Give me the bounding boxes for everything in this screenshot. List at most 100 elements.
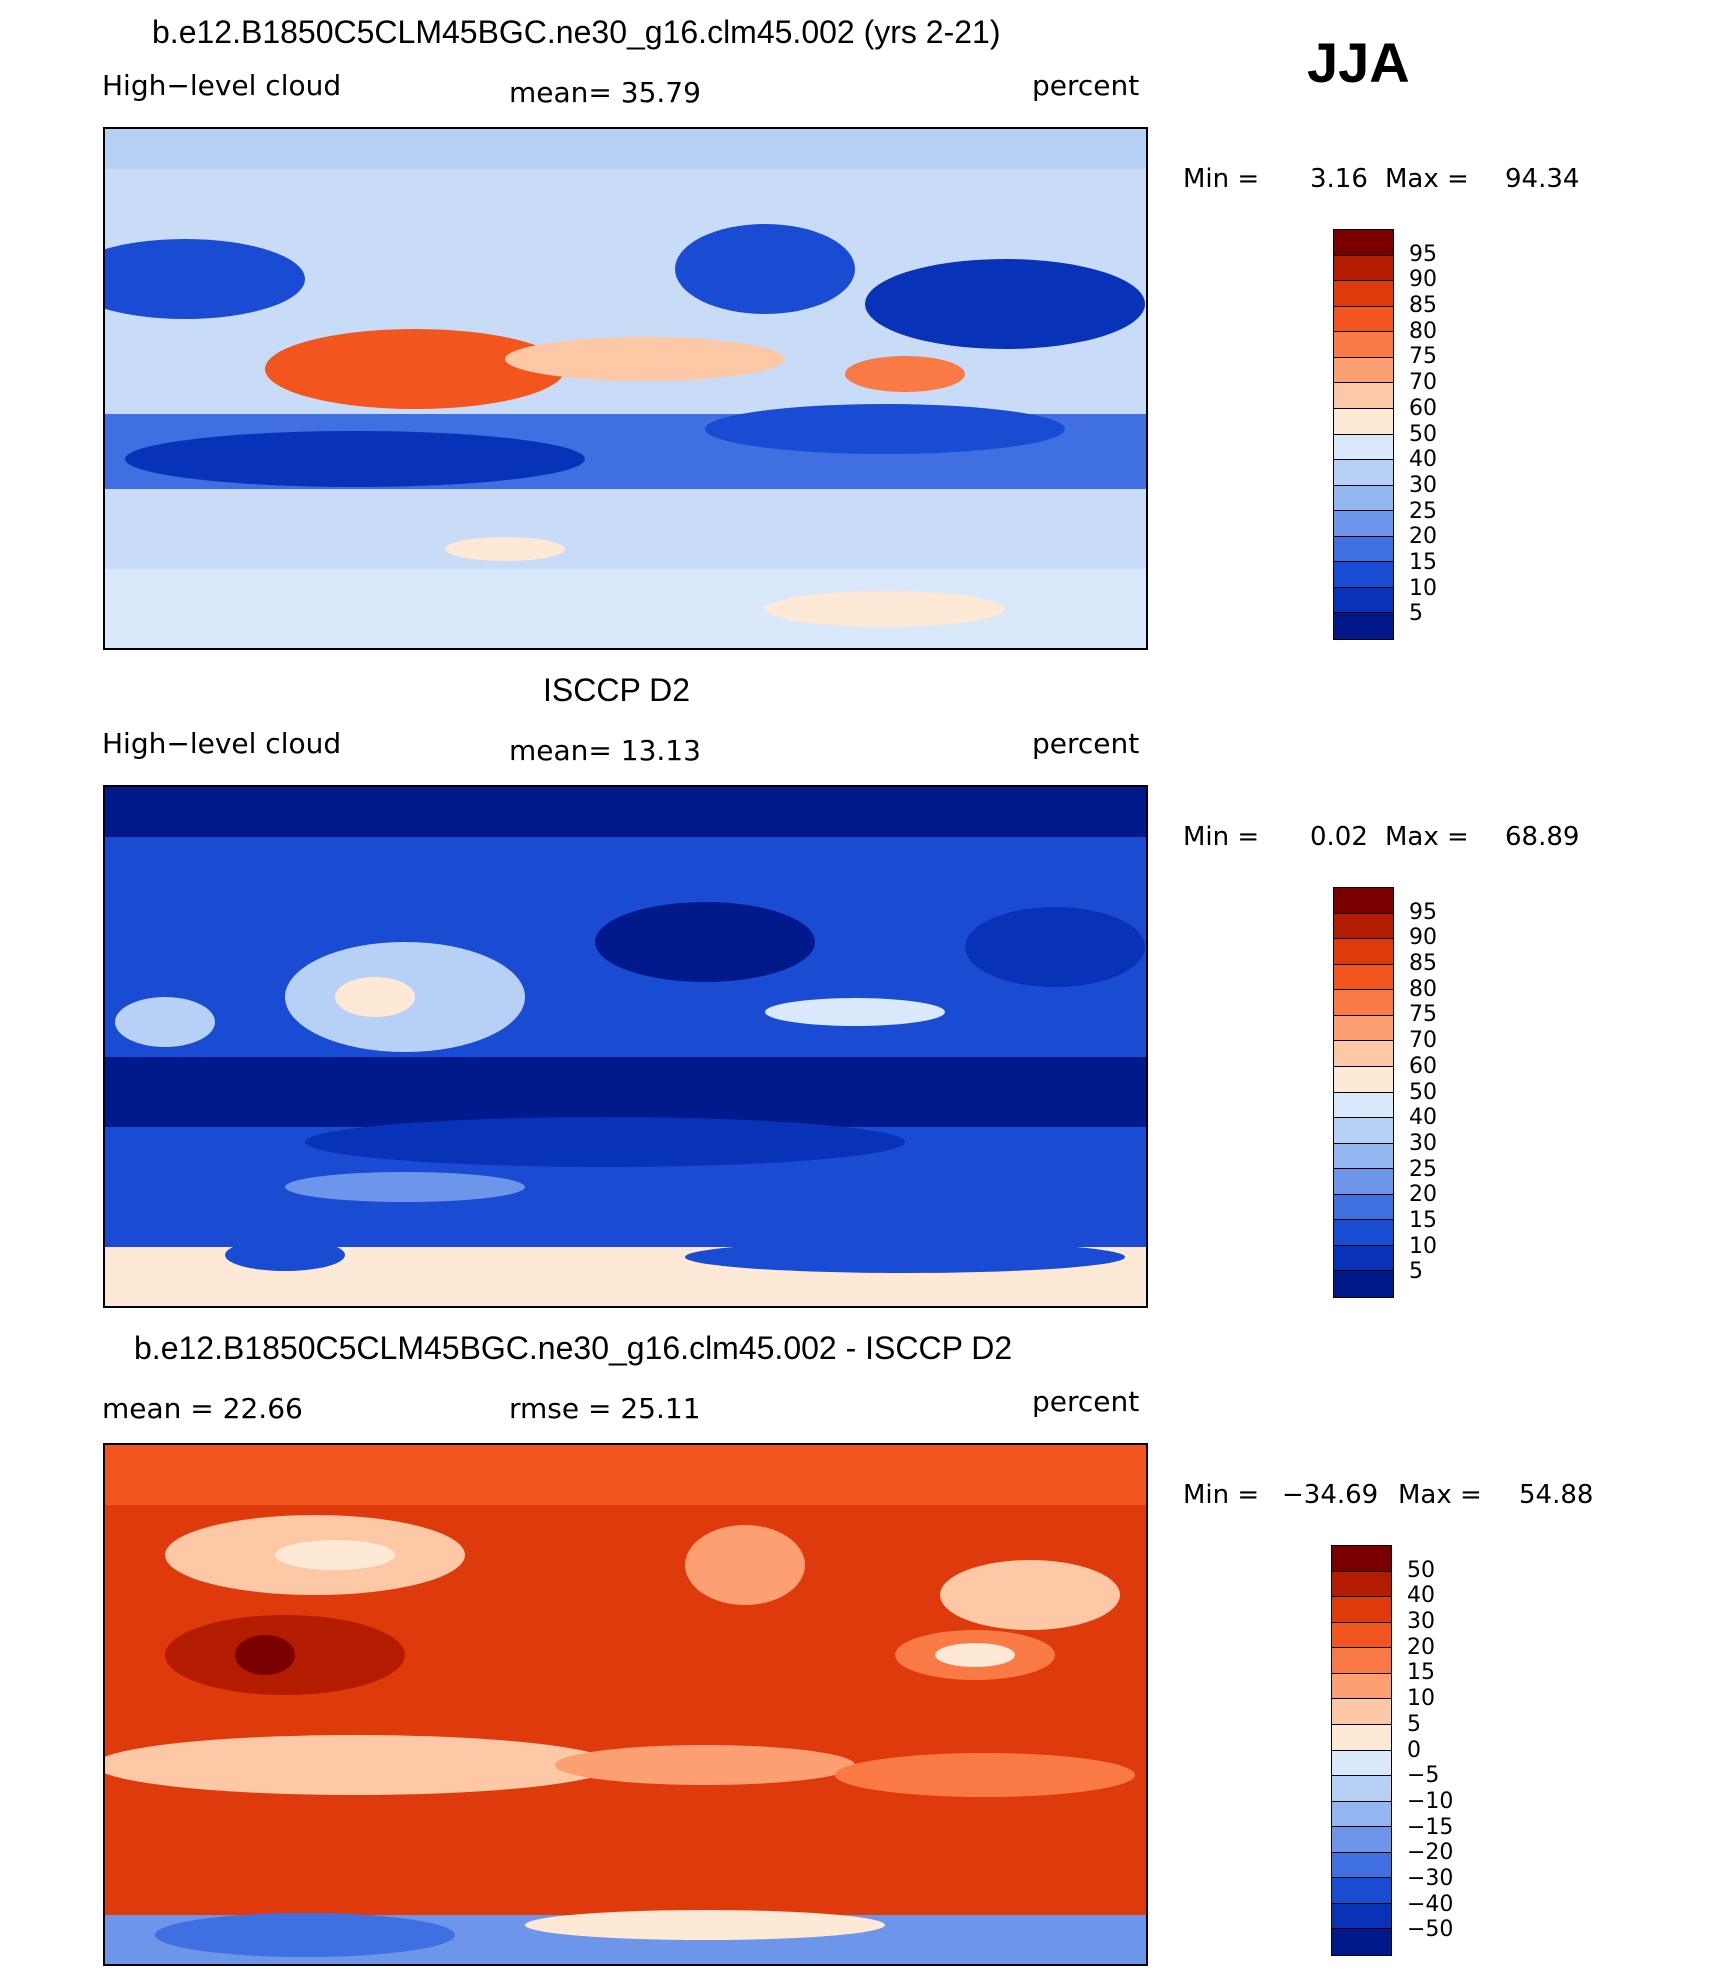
colorbar-swatch bbox=[1334, 408, 1393, 435]
colorbar-swatch bbox=[1332, 1648, 1391, 1674]
panel-3-map bbox=[103, 1443, 1148, 1966]
colorbar-swatch bbox=[1334, 1245, 1393, 1272]
colorbar-swatch bbox=[1334, 888, 1393, 914]
colorbar-swatch bbox=[1334, 1194, 1393, 1221]
colorbar-tick-label: 50 bbox=[1407, 1557, 1435, 1583]
colorbar-swatch bbox=[1332, 1776, 1391, 1802]
colorbar-swatch bbox=[1334, 613, 1393, 639]
colorbar-tick-label: 20 bbox=[1407, 1634, 1435, 1660]
colorbar-swatch bbox=[1334, 1015, 1393, 1042]
colorbar-tick-label: −10 bbox=[1407, 1788, 1454, 1814]
colorbar-tick-label: 15 bbox=[1409, 549, 1437, 575]
panel-1-variable: High−level cloud bbox=[102, 69, 342, 102]
colorbar-tick-label: 70 bbox=[1409, 370, 1437, 396]
colorbar-tick-label: −40 bbox=[1407, 1891, 1454, 1917]
colorbar-swatch bbox=[1334, 306, 1393, 333]
colorbar-tick-label: 90 bbox=[1409, 925, 1437, 951]
colorbar-swatch bbox=[1332, 1571, 1391, 1598]
panel-3-units: percent bbox=[1032, 1385, 1140, 1418]
colorbar-tick-label: −5 bbox=[1407, 1763, 1440, 1789]
colorbar-tick-label: 40 bbox=[1409, 1105, 1437, 1131]
panel-2-variable: High−level cloud bbox=[102, 727, 342, 760]
panel-1-mean: mean= 35.79 bbox=[509, 76, 701, 109]
colorbar-swatch bbox=[1334, 536, 1393, 563]
colorbar-swatch bbox=[1334, 357, 1393, 384]
panel-2-max-label: Max = bbox=[1385, 822, 1469, 852]
colorbar-swatch bbox=[1334, 485, 1393, 512]
colorbar-swatch bbox=[1332, 1929, 1391, 1955]
colorbar-swatch bbox=[1332, 1622, 1391, 1649]
colorbar-tick-label: 5 bbox=[1409, 601, 1423, 627]
panel-3-max-value: 54.88 bbox=[1519, 1480, 1594, 1510]
panel-3-title: b.e12.B1850C5CLM45BGC.ne30_g16.clm45.002… bbox=[134, 1330, 1013, 1366]
colorbar-tick-label: 30 bbox=[1409, 1130, 1437, 1156]
colorbar-swatch bbox=[1334, 460, 1393, 486]
colorbar-tick-label: −30 bbox=[1407, 1865, 1454, 1891]
colorbar-tick-label: 10 bbox=[1409, 1233, 1437, 1259]
panel-2-map bbox=[103, 785, 1148, 1308]
colorbar-swatch bbox=[1334, 913, 1393, 940]
colorbar-tick-label: 80 bbox=[1409, 976, 1437, 1002]
colorbar-tick-label: 40 bbox=[1409, 447, 1437, 473]
colorbar-swatch bbox=[1332, 1597, 1391, 1623]
colorbar-swatch bbox=[1332, 1699, 1391, 1725]
colorbar-swatch bbox=[1332, 1827, 1391, 1853]
colorbar-tick-label: 25 bbox=[1409, 498, 1437, 524]
colorbar-swatch bbox=[1334, 1041, 1393, 1067]
colorbar-tick-label: 75 bbox=[1409, 1002, 1437, 1028]
colorbar-swatch bbox=[1332, 1673, 1391, 1700]
colorbar-tick-label: 15 bbox=[1409, 1207, 1437, 1233]
colorbar-swatch bbox=[1334, 562, 1393, 588]
colorbar-tick-label: 90 bbox=[1409, 267, 1437, 293]
panel-1-map bbox=[103, 127, 1148, 650]
colorbar-tick-label: −50 bbox=[1407, 1917, 1454, 1943]
panel-1-title: b.e12.B1850C5CLM45BGC.ne30_g16.clm45.002… bbox=[152, 14, 1001, 50]
panel-2-max-value: 68.89 bbox=[1505, 822, 1580, 852]
panel-3-colorbar bbox=[1331, 1545, 1392, 1956]
colorbar-tick-label: 25 bbox=[1409, 1156, 1437, 1182]
panel-1-max-value: 94.34 bbox=[1505, 164, 1580, 194]
colorbar-tick-label: −15 bbox=[1407, 1814, 1454, 1840]
panel-1-min-value: 3.16 bbox=[1310, 164, 1368, 194]
colorbar-tick-label: 85 bbox=[1409, 951, 1437, 977]
panel-3-min-label: Min = bbox=[1183, 1480, 1260, 1510]
panel-2-min-value: 0.02 bbox=[1310, 822, 1368, 852]
colorbar-tick-label: 20 bbox=[1409, 1182, 1437, 1208]
colorbar-tick-label: 60 bbox=[1409, 395, 1437, 421]
colorbar-swatch bbox=[1334, 939, 1393, 965]
colorbar-tick-label: 50 bbox=[1409, 421, 1437, 447]
colorbar-tick-label: 40 bbox=[1407, 1583, 1435, 1609]
panel-1-colorbar bbox=[1333, 229, 1394, 640]
panel-1-max-label: Max = bbox=[1385, 164, 1469, 194]
colorbar-tick-label: 0 bbox=[1407, 1737, 1421, 1763]
colorbar-swatch bbox=[1332, 1546, 1391, 1572]
colorbar-tick-label: 95 bbox=[1409, 241, 1437, 267]
colorbar-tick-label: 30 bbox=[1409, 472, 1437, 498]
colorbar-tick-label: 15 bbox=[1407, 1660, 1435, 1686]
panel-2-min-label: Min = bbox=[1183, 822, 1260, 852]
colorbar-tick-label: 5 bbox=[1409, 1259, 1423, 1285]
colorbar-swatch bbox=[1332, 1903, 1391, 1930]
colorbar-tick-label: 85 bbox=[1409, 293, 1437, 319]
panel-2-colorbar bbox=[1333, 887, 1394, 1298]
colorbar-swatch bbox=[1334, 230, 1393, 256]
colorbar-swatch bbox=[1334, 1271, 1393, 1297]
colorbar-tick-label: 10 bbox=[1409, 575, 1437, 601]
colorbar-swatch bbox=[1334, 1092, 1393, 1119]
colorbar-swatch bbox=[1334, 1143, 1393, 1170]
colorbar-swatch bbox=[1334, 383, 1393, 409]
colorbar-swatch bbox=[1332, 1724, 1391, 1751]
panel-3-min-value: −34.69 bbox=[1282, 1480, 1379, 1510]
colorbar-swatch bbox=[1332, 1852, 1391, 1879]
colorbar-swatch bbox=[1334, 434, 1393, 461]
panel-3-rmse: rmse = 25.11 bbox=[509, 1392, 701, 1425]
colorbar-tick-label: 95 bbox=[1409, 899, 1437, 925]
colorbar-swatch bbox=[1334, 332, 1393, 358]
colorbar-tick-label: 5 bbox=[1407, 1711, 1421, 1737]
panel-2-mean: mean= 13.13 bbox=[509, 734, 701, 767]
colorbar-tick-label: 20 bbox=[1409, 524, 1437, 550]
colorbar-tick-label: 10 bbox=[1407, 1686, 1435, 1712]
colorbar-tick-label: 70 bbox=[1409, 1028, 1437, 1054]
colorbar-swatch bbox=[1332, 1750, 1391, 1777]
colorbar-swatch bbox=[1334, 1066, 1393, 1093]
